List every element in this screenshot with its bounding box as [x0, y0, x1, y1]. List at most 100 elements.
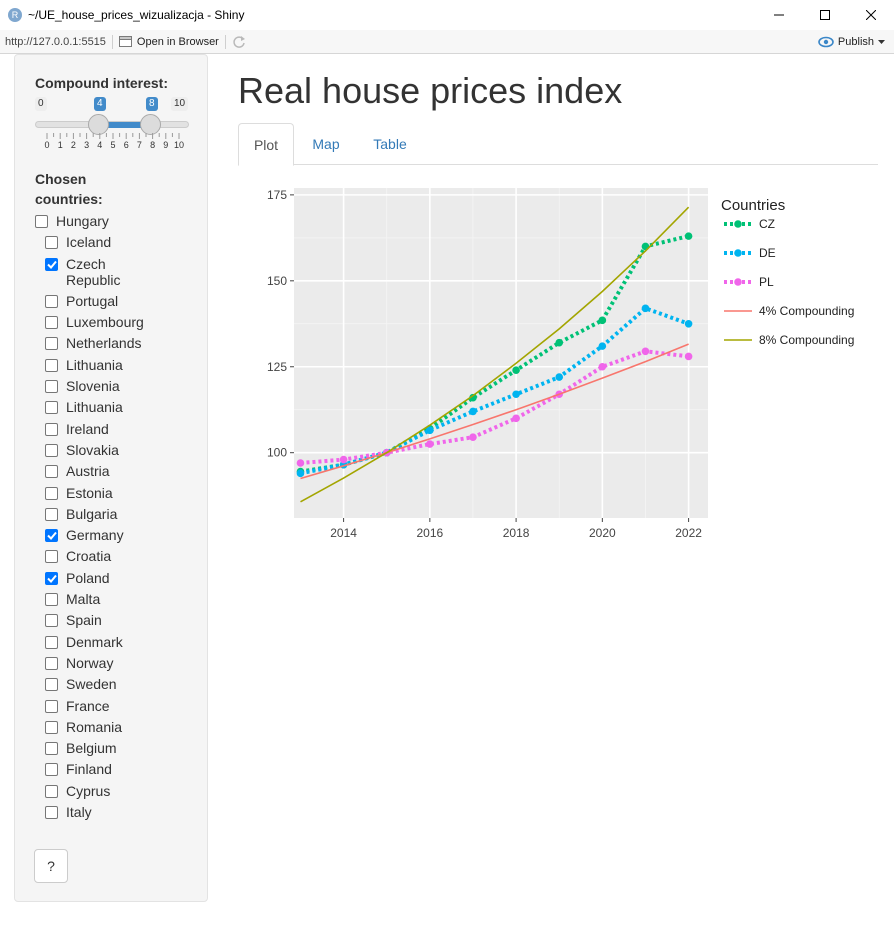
data-point-de — [555, 373, 564, 381]
country-checkbox-item[interactable]: Austria — [35, 463, 207, 479]
country-checkbox-item[interactable]: Portugal — [35, 293, 207, 309]
country-checkbox-item[interactable]: Netherlands — [35, 335, 207, 351]
checkbox[interactable] — [45, 443, 58, 457]
checkbox[interactable] — [45, 784, 58, 798]
checkbox[interactable] — [45, 380, 58, 394]
checkbox-checked[interactable] — [45, 529, 58, 543]
slider-handle-to[interactable] — [140, 114, 161, 135]
country-checkbox-item[interactable]: Italy — [35, 804, 207, 820]
country-checkbox-item[interactable]: Norway — [35, 655, 207, 671]
country-checkbox-item[interactable]: Romania — [35, 719, 207, 735]
country-checkbox-item[interactable]: Lithuania — [35, 399, 207, 415]
checkbox[interactable] — [45, 742, 58, 756]
checkbox[interactable] — [45, 720, 58, 734]
chosen-countries-label: Chosen countries: — [35, 171, 103, 207]
country-checkbox-group: Hungary Iceland Czech Republic Portugal Luxe… — [35, 213, 207, 820]
checkbox[interactable] — [45, 294, 58, 308]
checkbox[interactable] — [45, 699, 58, 713]
country-label: Luxembourg — [66, 314, 144, 331]
x-tick-label: 2014 — [330, 526, 357, 540]
data-point-de — [512, 390, 520, 399]
checkbox[interactable] — [45, 401, 58, 415]
window-titlebar: R ~/UE_house_prices_wizualizacja - Shiny — [0, 0, 894, 30]
slider-tick-label: 3 — [84, 140, 89, 150]
slider-grid: 0 1 2 3 4 5 6 7 8 9 10 — [44, 133, 184, 150]
open-in-browser-button[interactable]: Open in Browser — [118, 35, 219, 48]
country-checkbox-item[interactable]: Malta — [35, 591, 207, 607]
checkbox[interactable] — [45, 316, 58, 330]
minimize-button[interactable] — [756, 0, 802, 30]
checkbox[interactable] — [45, 550, 58, 564]
chevron-down-icon[interactable] — [878, 39, 886, 45]
country-checkbox-item[interactable]: Belgium — [35, 740, 207, 756]
help-button[interactable]: ? — [34, 849, 68, 883]
checkbox[interactable] — [45, 656, 58, 670]
tab-plot[interactable]: Plot — [238, 123, 294, 166]
country-label: France — [66, 697, 110, 714]
checkbox[interactable] — [45, 678, 58, 692]
country-checkbox-item[interactable]: Cyprus — [35, 783, 207, 799]
y-tick-label: 175 — [267, 188, 287, 202]
country-checkbox-item[interactable]: Croatia — [35, 548, 207, 564]
country-label: Finland — [66, 761, 112, 778]
slider-tick-label: 2 — [71, 140, 76, 150]
publish-label: Publish — [837, 36, 874, 48]
checkbox[interactable] — [45, 763, 58, 777]
checkbox[interactable] — [45, 593, 58, 607]
compound-interest-slider[interactable]: 0 4 8 10 0 1 2 3 4 5 6 7 8 9 10 — [35, 95, 191, 150]
checkbox[interactable] — [45, 635, 58, 649]
country-checkbox-item[interactable]: Sweden — [35, 676, 207, 692]
series-line-8-compounding — [300, 206, 690, 503]
checkbox[interactable] — [35, 215, 48, 228]
legend-label: DE — [759, 246, 776, 260]
tab-table[interactable]: Table — [373, 136, 407, 152]
country-checkbox-item[interactable]: France — [35, 698, 207, 714]
checkbox[interactable] — [45, 337, 58, 351]
country-checkbox-item[interactable]: Estonia — [35, 485, 207, 501]
country-checkbox-item[interactable]: Lithuania — [35, 357, 207, 373]
checkbox-checked[interactable] — [45, 257, 58, 271]
checkbox[interactable] — [45, 614, 58, 628]
slider-handle-from[interactable] — [88, 114, 109, 135]
country-checkbox-item[interactable]: Hungary — [35, 213, 207, 229]
country-label: Slovakia — [66, 441, 119, 458]
legend-label: PL — [759, 275, 774, 289]
country-checkbox-item[interactable]: Germany — [35, 527, 207, 543]
country-checkbox-item[interactable]: Luxembourg — [35, 314, 207, 330]
checkbox[interactable] — [45, 236, 58, 250]
country-checkbox-item[interactable]: Finland — [35, 761, 207, 777]
checkbox-checked[interactable] — [45, 571, 58, 585]
country-checkbox-item[interactable]: Spain — [35, 612, 207, 628]
slider-tick-label: 1 — [58, 140, 63, 150]
checkbox[interactable] — [45, 422, 58, 436]
slider-tick-label: 0 — [44, 140, 49, 150]
country-checkbox-item[interactable]: Slovakia — [35, 442, 207, 458]
country-checkbox-item[interactable]: Ireland — [35, 421, 207, 437]
refresh-icon[interactable] — [232, 35, 246, 49]
minimize-icon — [774, 14, 784, 16]
maximize-button[interactable] — [802, 0, 848, 30]
checkbox[interactable] — [45, 806, 58, 820]
x-tick-label: 2016 — [416, 526, 443, 540]
x-tick-label: 2018 — [503, 526, 530, 540]
country-checkbox-item[interactable]: Denmark — [35, 634, 207, 650]
publish-button[interactable]: Publish — [818, 30, 886, 54]
country-label: Norway — [66, 654, 114, 671]
country-label: Germany — [66, 527, 124, 544]
country-label: Lithuania — [66, 399, 123, 416]
country-checkbox-item[interactable]: Slovenia — [35, 378, 207, 394]
country-checkbox-item[interactable]: Iceland — [35, 234, 207, 250]
checkbox[interactable] — [45, 507, 58, 521]
country-label: Estonia — [66, 484, 113, 501]
checkbox[interactable] — [45, 358, 58, 372]
country-checkbox-item[interactable]: Czech Republic — [35, 256, 207, 288]
close-button[interactable] — [848, 0, 894, 30]
toolbar-divider — [224, 34, 226, 49]
data-point-cz — [512, 366, 520, 374]
checkbox[interactable] — [45, 465, 58, 479]
data-point-pl — [641, 347, 650, 356]
checkbox[interactable] — [45, 486, 58, 500]
country-checkbox-item[interactable]: Poland — [35, 570, 207, 586]
country-checkbox-item[interactable]: Bulgaria — [35, 506, 207, 522]
tab-map[interactable]: Map — [312, 136, 340, 152]
